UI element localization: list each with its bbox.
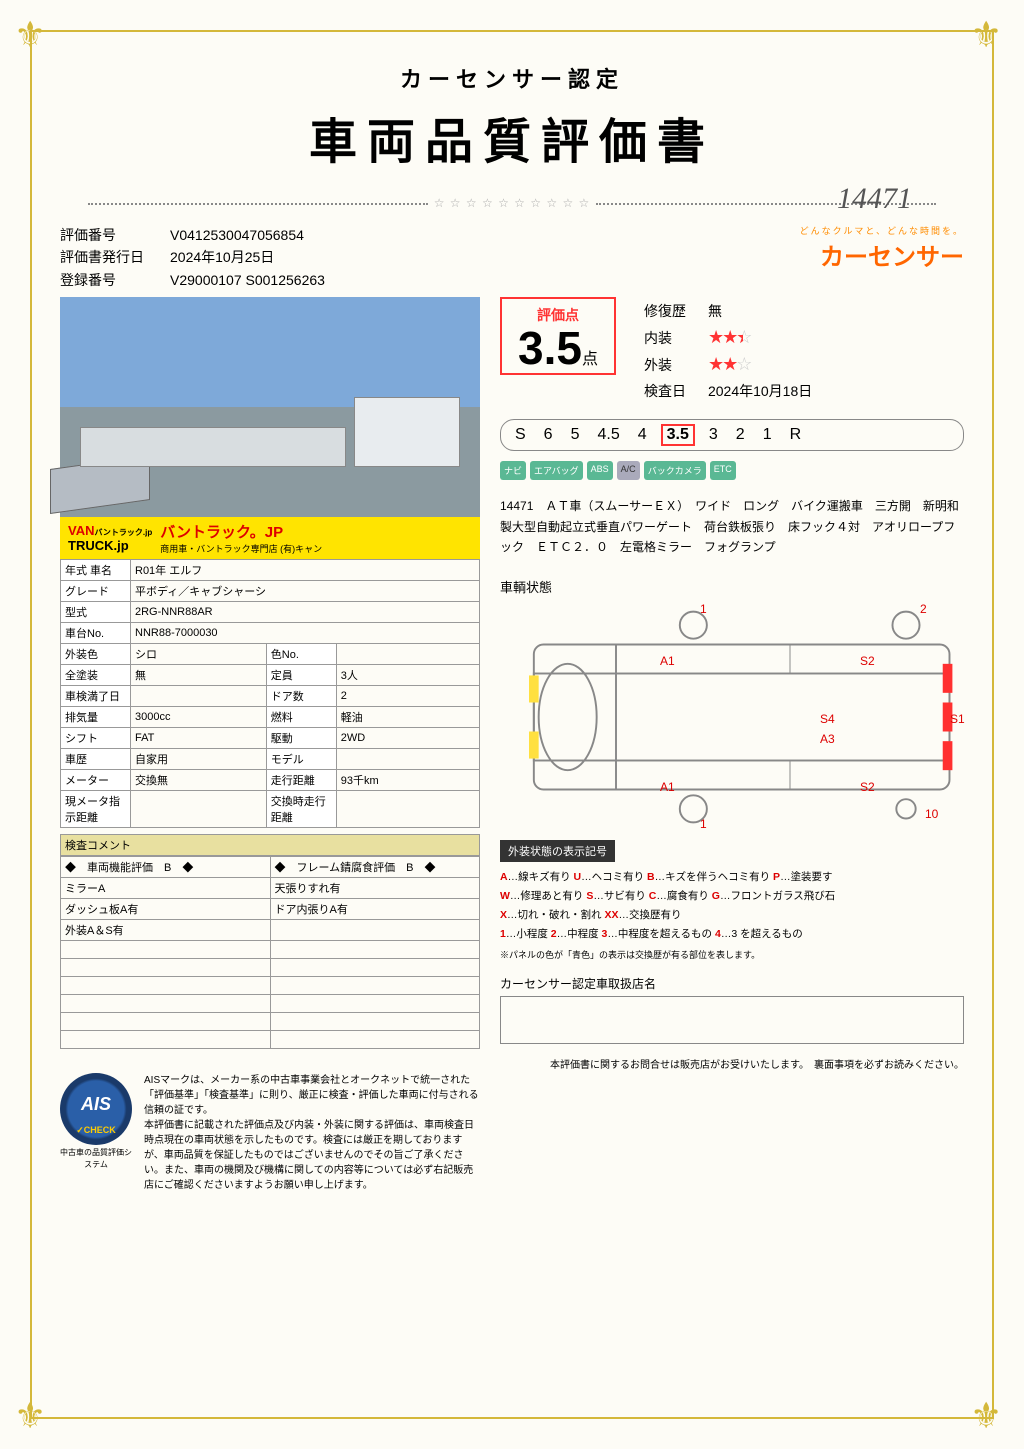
ais-badge-icon: AIS ✓CHECK	[60, 1073, 132, 1145]
decorative-frame: ⚜ ⚜ ⚜ ⚜ カーセンサー認定 車両品質評価書 14471 ☆ ☆ ☆ ☆ ☆…	[30, 30, 994, 1419]
corner-ornament: ⚜	[970, 14, 1010, 54]
dealer-name-field	[500, 996, 964, 1044]
condition-header: 車輌状態	[500, 577, 964, 596]
corner-ornament: ⚜	[14, 1395, 54, 1435]
corner-ornament: ⚜	[14, 14, 54, 54]
page: ⚜ ⚜ ⚜ ⚜ カーセンサー認定 車両品質評価書 14471 ☆ ☆ ☆ ☆ ☆…	[0, 0, 1024, 1449]
ais-section: AIS ✓CHECK 中古車の品質評価システム AISマークは、メーカー系の中古…	[60, 1073, 480, 1193]
grade-scale: S654.543.5321R	[500, 419, 964, 451]
footer-note: 本評価書に関するお問合せは販売店がお受けいたします。 裏面事項を必ずお読みくださ…	[500, 1056, 964, 1071]
carsensor-logo: どんなクルマと、どんな時間を。 カーセンサー	[800, 224, 964, 272]
comment-table: ◆ 車両機能評価 B ◆◆ フレーム錆腐食評価 B ◆ミラーA天張りすれ有ダッシ…	[60, 856, 480, 1049]
ais-description: AISマークは、メーカー系の中古車事業会社とオークネットで統一された「評価基準」…	[144, 1073, 480, 1193]
spec-table: 年式 車名R01年 エルフグレード平ボディ／キャブシャーシ型式2RG-NNR88…	[60, 559, 480, 828]
dealer-banner: VANバントラック.jpTRUCK.jp バントラック。JP 商用車・バントラッ…	[60, 517, 480, 559]
divider: ☆ ☆ ☆ ☆ ☆ ☆ ☆ ☆ ☆ ☆	[60, 196, 964, 210]
meta-block: 評価番号V0412530047056854 評価書発行日2024年10月25日 …	[60, 224, 325, 291]
score-box: 評価点 3.5点	[500, 297, 616, 375]
corner-ornament: ⚜	[970, 1395, 1010, 1435]
comment-header: 検査コメント	[60, 834, 480, 856]
description: 14471 ＡＴ車（スムーサーＥＸ） ワイド ロング バイク運搬車 三方開 新明…	[500, 496, 964, 557]
feature-badges: ナビエアバッグABSA/CバックカメラETC	[500, 461, 964, 480]
ratings-table: 修復歴無 内装★★☆★ 外装★★☆ 検査日2024年10月18日	[632, 297, 824, 405]
legend: 外装状態の表示記号 A…線キズ有り U…ヘコミ有り B…キズを伴うヘコミ有り P…	[500, 840, 964, 961]
dealer-box: カーセンサー認定車取扱店名	[500, 975, 964, 1044]
vehicle-photo	[60, 297, 480, 517]
title-small: カーセンサー認定	[60, 62, 964, 94]
vehicle-diagram: 12A1S2S4S1A3A1S2110	[500, 602, 964, 832]
handwritten-number: 14471	[837, 182, 912, 216]
title-big: 車両品質評価書	[60, 102, 964, 172]
